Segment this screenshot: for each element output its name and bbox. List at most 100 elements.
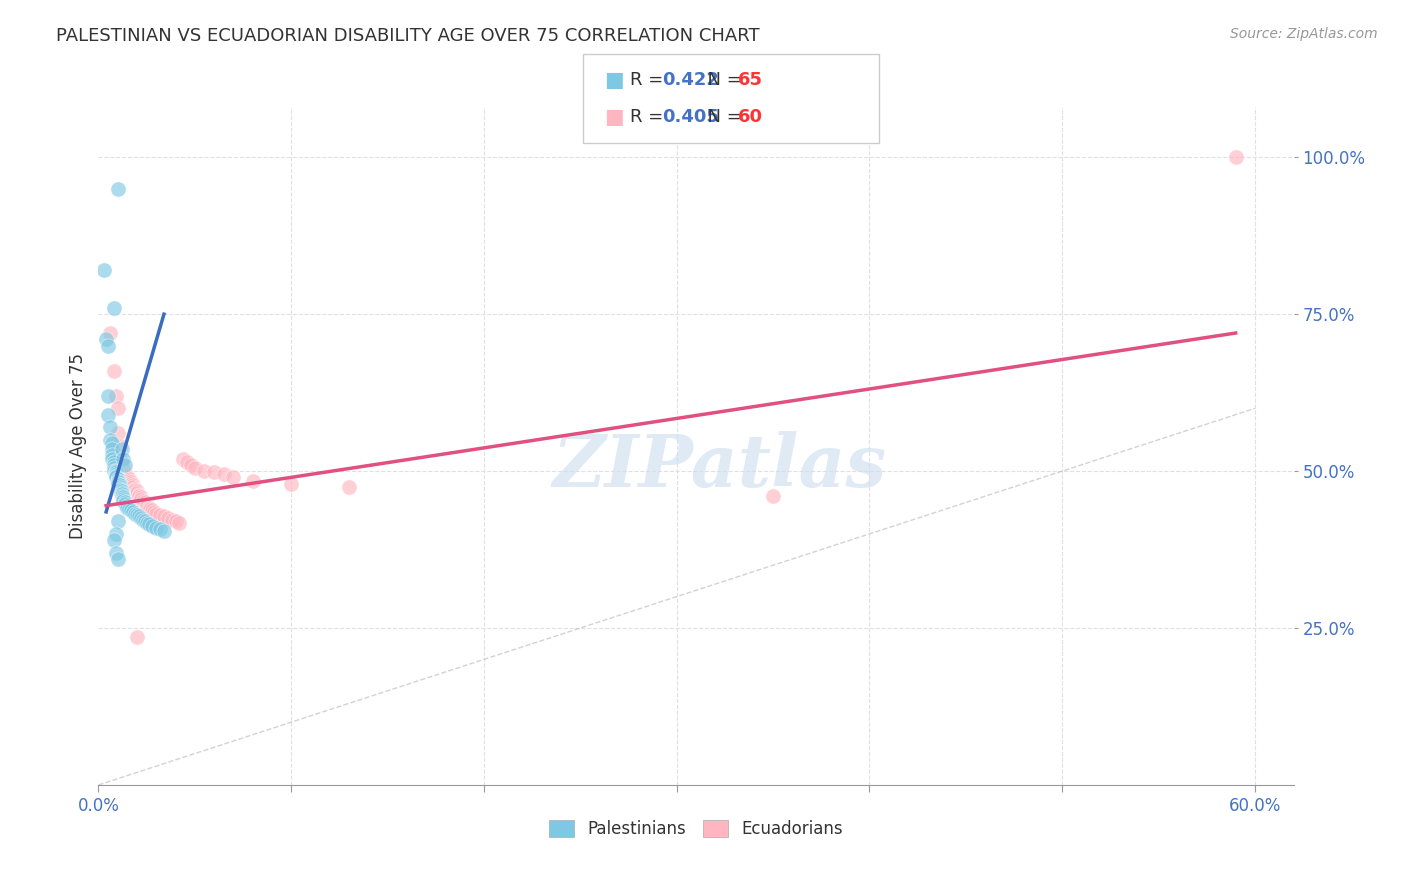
Point: [108, 439, 131, 453]
Point: [149, 508, 172, 522]
Point: [145, 507, 167, 521]
Legend: Palestinians, Ecuadorians: Palestinians, Ecuadorians: [543, 813, 849, 845]
Point: [122, 480, 145, 494]
Point: [134, 514, 156, 528]
Point: [103, 533, 125, 548]
Point: [101, 451, 124, 466]
Point: [212, 467, 235, 482]
Point: [110, 487, 132, 501]
Point: [124, 483, 146, 497]
Point: [122, 505, 145, 519]
Point: [98, 326, 121, 340]
Point: [135, 516, 157, 530]
Point: [156, 511, 179, 525]
Point: [124, 482, 146, 496]
Point: [128, 489, 150, 503]
Text: 60: 60: [738, 108, 763, 126]
Point: [107, 474, 129, 488]
Point: [193, 464, 215, 478]
Point: [108, 483, 131, 497]
Point: [101, 435, 124, 450]
Text: 65: 65: [738, 70, 763, 88]
Point: [103, 464, 125, 478]
Point: [108, 478, 131, 492]
Point: [120, 476, 142, 491]
Point: [107, 514, 129, 528]
Point: [110, 442, 132, 457]
Point: [125, 508, 148, 522]
Point: [129, 491, 152, 505]
Point: [104, 527, 127, 541]
Point: [97, 389, 120, 403]
Point: [103, 461, 125, 475]
Point: [97, 408, 120, 422]
Point: [112, 492, 135, 507]
Point: [125, 484, 148, 499]
Point: [138, 500, 160, 515]
Point: [104, 466, 127, 480]
Point: [108, 451, 131, 466]
Point: [165, 514, 187, 528]
Point: [337, 480, 360, 494]
Point: [107, 472, 129, 486]
Point: [132, 513, 155, 527]
Point: [120, 475, 142, 489]
Point: [98, 433, 121, 447]
Text: PALESTINIAN VS ECUADORIAN DISABILITY AGE OVER 75 CORRELATION CHART: PALESTINIAN VS ECUADORIAN DISABILITY AGE…: [56, 27, 759, 45]
Point: [134, 495, 156, 509]
Point: [122, 478, 145, 492]
Text: R =: R =: [630, 70, 669, 88]
Point: [104, 467, 127, 482]
Point: [129, 492, 152, 507]
Y-axis label: Disability Age Over 75: Disability Age Over 75: [69, 353, 87, 539]
Point: [104, 470, 127, 484]
Point: [107, 552, 129, 566]
Point: [112, 461, 135, 475]
Point: [114, 495, 136, 509]
Text: ■: ■: [605, 106, 624, 127]
Point: [160, 513, 183, 527]
Point: [153, 524, 176, 538]
Text: N =: N =: [696, 70, 748, 88]
Point: [120, 503, 142, 517]
Point: [128, 509, 150, 524]
Point: [108, 482, 131, 496]
Point: [114, 458, 136, 472]
Text: ZIPatlas: ZIPatlas: [553, 431, 887, 502]
Point: [141, 503, 163, 517]
Point: [107, 476, 129, 491]
Point: [114, 466, 136, 480]
Point: [280, 476, 302, 491]
Point: [124, 507, 146, 521]
Point: [110, 489, 132, 503]
Point: [103, 458, 125, 472]
Point: [141, 519, 163, 533]
Point: [114, 467, 136, 482]
Point: [138, 517, 160, 532]
Text: ■: ■: [605, 70, 624, 90]
Point: [242, 474, 264, 488]
Point: [108, 480, 131, 494]
Point: [135, 499, 157, 513]
Point: [125, 631, 148, 645]
Point: [125, 486, 148, 500]
Point: [149, 522, 172, 536]
Point: [117, 499, 139, 513]
Point: [184, 461, 207, 475]
Point: [107, 426, 129, 441]
Point: [103, 364, 125, 378]
Point: [117, 470, 139, 484]
Point: [129, 511, 152, 525]
Point: [117, 500, 139, 515]
Point: [110, 486, 132, 500]
Point: [112, 451, 135, 466]
Point: [153, 509, 176, 524]
Text: R =: R =: [630, 108, 669, 126]
Point: [1225, 150, 1247, 164]
Point: [110, 484, 132, 499]
Point: [101, 442, 124, 457]
Point: [107, 401, 129, 416]
Point: [135, 497, 157, 511]
Point: [112, 493, 135, 508]
Point: [97, 338, 120, 352]
